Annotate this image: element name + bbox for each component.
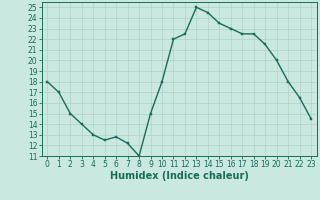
X-axis label: Humidex (Indice chaleur): Humidex (Indice chaleur) [110, 171, 249, 181]
